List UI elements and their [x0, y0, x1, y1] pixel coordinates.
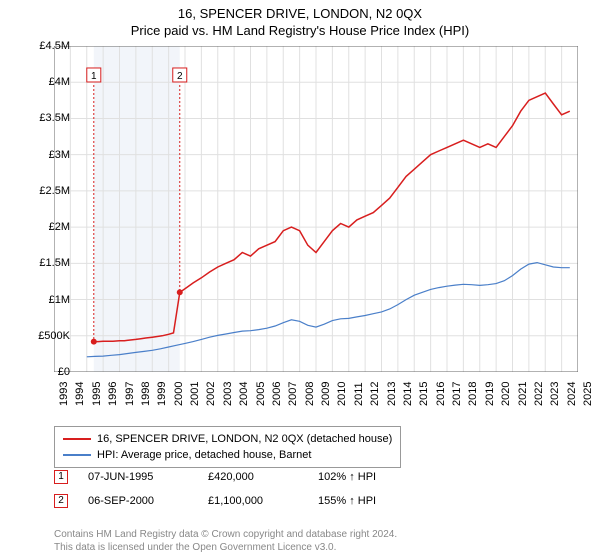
x-tick-label: 2021 [517, 382, 529, 406]
footer: Contains HM Land Registry data © Crown c… [54, 528, 397, 554]
chart-svg: 12 [54, 46, 578, 372]
footer-line: This data is licensed under the Open Gov… [54, 541, 397, 554]
sale-date: 06-SEP-2000 [88, 495, 208, 507]
x-tick-label: 2007 [287, 382, 299, 406]
x-tick-label: 2003 [222, 382, 234, 406]
legend-label: HPI: Average price, detached house, Barn… [97, 449, 311, 461]
x-tick-label: 2016 [435, 382, 447, 406]
sale-date: 07-JUN-1995 [88, 471, 208, 483]
x-tick-label: 2014 [402, 382, 414, 406]
sale-marker-icon: 2 [54, 494, 68, 508]
title-main: 16, SPENCER DRIVE, LONDON, N2 0QX [0, 0, 600, 21]
sale-price: £1,100,000 [208, 495, 318, 507]
x-tick-label: 2008 [304, 382, 316, 406]
x-tick-label: 2012 [369, 382, 381, 406]
x-tick-label: 2002 [205, 382, 217, 406]
x-tick-label: 1997 [124, 382, 136, 406]
y-tick-label: £4.5M [20, 40, 70, 52]
x-tick-label: 2020 [500, 382, 512, 406]
x-tick-label: 2019 [484, 382, 496, 406]
legend-row: HPI: Average price, detached house, Barn… [63, 447, 392, 463]
legend-box: 16, SPENCER DRIVE, LONDON, N2 0QX (detac… [54, 426, 401, 468]
x-tick-label: 2010 [336, 382, 348, 406]
x-tick-label: 2009 [320, 382, 332, 406]
x-tick-label: 2005 [255, 382, 267, 406]
y-tick-label: £2M [20, 221, 70, 233]
x-tick-label: 1993 [58, 382, 70, 406]
y-tick-label: £4M [20, 76, 70, 88]
sale-pct: 102% ↑ HPI [318, 471, 418, 483]
title-sub: Price paid vs. HM Land Registry's House … [0, 21, 600, 38]
x-tick-label: 2013 [386, 382, 398, 406]
y-tick-label: £3M [20, 149, 70, 161]
x-tick-label: 2022 [533, 382, 545, 406]
y-tick-label: £0 [20, 366, 70, 378]
chart-container: 16, SPENCER DRIVE, LONDON, N2 0QX Price … [0, 0, 600, 560]
x-tick-label: 1999 [156, 382, 168, 406]
x-tick-label: 1998 [140, 382, 152, 406]
y-tick-label: £2.5M [20, 185, 70, 197]
legend-label: 16, SPENCER DRIVE, LONDON, N2 0QX (detac… [97, 433, 392, 445]
x-tick-label: 2000 [173, 382, 185, 406]
x-tick-label: 1995 [91, 382, 103, 406]
x-tick-label: 2015 [418, 382, 430, 406]
svg-text:2: 2 [177, 71, 183, 82]
x-tick-label: 2017 [451, 382, 463, 406]
x-tick-label: 2006 [271, 382, 283, 406]
x-tick-label: 2001 [189, 382, 201, 406]
y-tick-label: £1M [20, 294, 70, 306]
legend-swatch [63, 454, 91, 456]
x-tick-label: 2024 [566, 382, 578, 406]
x-tick-label: 1996 [107, 382, 119, 406]
svg-text:1: 1 [91, 71, 97, 82]
legend-row: 16, SPENCER DRIVE, LONDON, N2 0QX (detac… [63, 431, 392, 447]
x-tick-label: 2011 [353, 382, 365, 406]
sale-marker-icon: 1 [54, 470, 68, 484]
sale-price: £420,000 [208, 471, 318, 483]
x-tick-label: 2023 [549, 382, 561, 406]
sale-pct: 155% ↑ HPI [318, 495, 418, 507]
x-tick-label: 2018 [467, 382, 479, 406]
y-tick-label: £3.5M [20, 112, 70, 124]
x-tick-label: 1994 [74, 382, 86, 406]
x-tick-label: 2025 [582, 382, 594, 406]
y-tick-label: £500K [20, 330, 70, 342]
y-tick-label: £1.5M [20, 257, 70, 269]
x-tick-label: 2004 [238, 382, 250, 406]
legend-swatch [63, 438, 91, 440]
footer-line: Contains HM Land Registry data © Crown c… [54, 528, 397, 541]
sale-row: 1 07-JUN-1995 £420,000 102% ↑ HPI [54, 470, 418, 484]
chart-area: 12 [54, 46, 578, 372]
sale-row: 2 06-SEP-2000 £1,100,000 155% ↑ HPI [54, 494, 418, 508]
